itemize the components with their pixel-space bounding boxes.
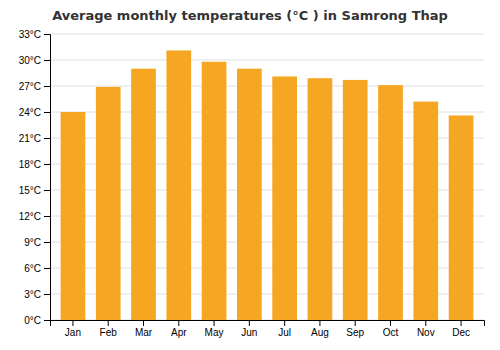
tick: 30°C — [19, 55, 50, 66]
tick-mark — [355, 320, 356, 326]
tick-mark — [44, 320, 50, 321]
tick-mark — [425, 320, 426, 326]
tick-mark — [44, 294, 50, 295]
tick-label: Feb — [100, 327, 118, 338]
grid-line — [50, 86, 484, 87]
tick-mark — [178, 320, 179, 326]
tick-mark — [44, 190, 50, 191]
tick: Apr — [171, 320, 187, 338]
bar — [61, 112, 86, 320]
tick: Oct — [383, 320, 399, 338]
tick: 18°C — [19, 159, 50, 170]
bar — [202, 62, 227, 320]
tick-label: 24°C — [19, 107, 41, 118]
tick: Aug — [311, 320, 329, 338]
axis-line — [51, 321, 485, 327]
tick: 9°C — [24, 237, 50, 248]
tick-label: 30°C — [19, 55, 41, 66]
tick-label: 21°C — [19, 133, 41, 144]
tick: 6°C — [24, 263, 50, 274]
bar — [343, 80, 368, 320]
tick-mark — [319, 320, 320, 326]
tick-label: Apr — [171, 327, 187, 338]
bar — [449, 115, 474, 320]
bar — [272, 76, 297, 320]
tick: Feb — [100, 320, 118, 338]
tick-label: 9°C — [24, 237, 41, 248]
tick: 24°C — [19, 107, 50, 118]
tick-label: Jun — [241, 327, 257, 338]
tick-label: Sep — [346, 327, 364, 338]
tick: Mar — [135, 320, 153, 338]
bar — [237, 69, 262, 320]
tick-label: Aug — [311, 327, 329, 338]
plot: 0°C 3°C 6°C 9°C 12°C 15°C 18°C 21°C 24°C 27°C 30°C… — [19, 29, 485, 338]
tick: Nov — [417, 320, 435, 338]
tick: Dec — [452, 320, 470, 338]
tick: May — [205, 320, 224, 338]
tick: 21°C — [19, 133, 50, 144]
tick-mark — [44, 216, 50, 217]
chart: 0°C 3°C 6°C 9°C 12°C 15°C 18°C 21°C 24°C 27°C 30°C… — [0, 0, 500, 350]
tick-mark — [44, 268, 50, 269]
tick-label: 12°C — [19, 211, 41, 222]
x-axis: Jan Feb Mar Apr May Jun Jul Aug Sep Oct Nov Dec — [51, 320, 485, 338]
tick: Jan — [65, 320, 81, 338]
bar — [96, 87, 121, 320]
tick-mark — [390, 320, 391, 326]
tick-label: 33°C — [19, 29, 41, 40]
tick-label: 15°C — [19, 185, 41, 196]
tick-mark — [284, 320, 285, 326]
tick-mark — [461, 320, 462, 326]
tick-mark — [44, 34, 50, 35]
bar — [308, 78, 333, 320]
tick: Jul — [278, 320, 291, 338]
tick-label: Mar — [135, 327, 153, 338]
tick: 33°C — [19, 29, 50, 40]
tick: Jun — [241, 320, 257, 338]
grid-line — [50, 34, 484, 35]
bars — [61, 50, 474, 320]
tick: 0°C — [24, 315, 50, 326]
tick-label: 0°C — [24, 315, 41, 326]
tick-label: Nov — [417, 327, 435, 338]
tick-label: 6°C — [24, 263, 41, 274]
tick-label: Oct — [383, 327, 399, 338]
bar — [378, 85, 403, 320]
tick-mark — [44, 86, 50, 87]
tick-label: Dec — [452, 327, 470, 338]
tick-label: Jul — [278, 327, 291, 338]
title: Average monthly temperatures (°C ) in Sa… — [52, 8, 448, 23]
tick-mark — [143, 320, 144, 326]
tick-mark — [44, 112, 50, 113]
tick-mark — [44, 138, 50, 139]
tick-mark — [214, 320, 215, 326]
tick-label: 18°C — [19, 159, 41, 170]
tick-label: 27°C — [19, 81, 41, 92]
tick-mark — [108, 320, 109, 326]
tick: 27°C — [19, 81, 50, 92]
tick-mark — [44, 164, 50, 165]
tick: Sep — [346, 320, 364, 338]
bar — [166, 50, 191, 320]
bar — [131, 69, 156, 320]
grid — [50, 34, 484, 320]
tick-label: May — [205, 327, 224, 338]
tick: 12°C — [19, 211, 50, 222]
grid-line — [50, 60, 484, 61]
tick-label: Jan — [65, 327, 81, 338]
axis-line — [44, 35, 51, 321]
tick: 15°C — [19, 185, 50, 196]
tick: 3°C — [24, 289, 50, 300]
tick-mark — [249, 320, 250, 326]
y-axis: 0°C 3°C 6°C 9°C 12°C 15°C 18°C 21°C 24°C 27°C 30°C… — [19, 29, 51, 326]
tick-mark — [44, 60, 50, 61]
tick-mark — [72, 320, 73, 326]
tick-mark — [44, 242, 50, 243]
bar — [413, 102, 438, 320]
tick-label: 3°C — [24, 289, 41, 300]
